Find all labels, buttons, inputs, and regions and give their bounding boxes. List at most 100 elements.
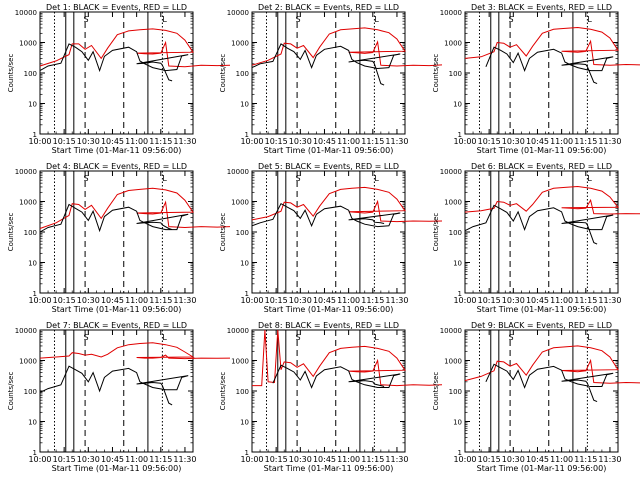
y-tick-label: 10 [453, 101, 462, 109]
y-tick-label: 1 [245, 449, 249, 457]
y-axis-label: Counts/sec [7, 54, 15, 93]
x-tick-label: 11:15 [361, 296, 384, 305]
panel-title: Det 7: BLACK = Events, RED = LLD [46, 321, 187, 330]
x-axis-label: Start Time (01-Mar-11 09:56:00) [264, 305, 394, 314]
y-tick-label: 1 [458, 131, 462, 139]
x-tick-label: 10:15 [265, 455, 288, 464]
marker-letter: L [374, 333, 379, 342]
marker-letter: L [587, 333, 592, 342]
y-tick-label: 10000 [440, 9, 462, 17]
y-tick-label: 1000 [231, 40, 249, 48]
y-tick-label: 10000 [15, 327, 37, 335]
x-tick-label: 11:30 [385, 455, 408, 464]
x-tick-label: 11:00 [550, 296, 573, 305]
panel-title: Det 3: BLACK = Events, RED = LLD [471, 3, 612, 12]
marker-letter: S [295, 174, 300, 183]
y-tick-label: 1000 [444, 358, 462, 366]
y-tick-label: 100 [236, 388, 249, 396]
events-series-line [251, 203, 401, 228]
events-series-line [39, 365, 189, 406]
x-tick-label: 10:00 [453, 137, 476, 146]
detector-panel-8: 1 10 100 1000 10000 10:00 10:15 10:30 10:45 11:00… [219, 321, 443, 473]
y-tick-label: 10 [28, 260, 37, 268]
x-tick-label: 10:00 [240, 296, 263, 305]
x-tick-label: 11:00 [337, 137, 360, 146]
x-tick-label: 11:00 [337, 455, 360, 464]
marker-letter: L [374, 174, 379, 183]
x-tick-label: 11:30 [598, 137, 621, 146]
y-tick-label: 10000 [227, 9, 249, 17]
x-axis-label: Start Time (01-Mar-11 09:56:00) [52, 305, 182, 314]
y-tick-label: 10000 [15, 9, 37, 17]
detector-panel-3: 1 10 100 1000 10000 10:00 10:15 10:30 10:45 11:00… [432, 3, 640, 155]
panel-title: Det 4: BLACK = Events, RED = LLD [46, 162, 187, 171]
events-series-line [464, 204, 614, 245]
x-tick-label: 10:30 [289, 455, 312, 464]
x-tick-label: 10:30 [502, 137, 525, 146]
lld-series-line [252, 329, 443, 387]
x-tick-label: 10:30 [289, 296, 312, 305]
marker-letter: S [508, 15, 513, 24]
marker-letter: L [374, 15, 379, 24]
y-tick-label: 1000 [19, 40, 37, 48]
x-tick-label: 11:30 [173, 296, 196, 305]
events-series-line [485, 363, 614, 403]
x-tick-label: 10:00 [28, 455, 51, 464]
x-tick-label: 10:45 [313, 455, 336, 464]
x-axis-label: Start Time (01-Mar-11 09:56:00) [477, 146, 607, 155]
x-tick-label: 11:15 [149, 296, 172, 305]
x-tick-label: 11:00 [125, 455, 148, 464]
y-tick-label: 1000 [19, 199, 37, 207]
detector-panel-2: 1 10 100 1000 10000 10:00 10:15 10:30 10:45 11:00… [219, 3, 443, 155]
x-tick-label: 11:00 [125, 137, 148, 146]
lld-series-line [464, 185, 640, 215]
y-tick-label: 10000 [15, 168, 37, 176]
x-tick-label: 10:00 [28, 137, 51, 146]
x-tick-label: 11:00 [337, 296, 360, 305]
y-tick-label: 100 [236, 229, 249, 237]
plot-frame [39, 11, 194, 135]
y-tick-label: 10000 [440, 327, 462, 335]
marker-letter: L [587, 15, 592, 24]
x-tick-label: 10:00 [240, 137, 263, 146]
y-tick-label: 1 [458, 449, 462, 457]
x-axis-label: Start Time (01-Mar-11 09:56:00) [477, 305, 607, 314]
y-axis-label: Counts/sec [432, 372, 440, 411]
y-tick-label: 10 [28, 419, 37, 427]
x-axis-label: Start Time (01-Mar-11 09:56:00) [264, 464, 394, 473]
x-tick-label: 10:00 [453, 455, 476, 464]
lld-series-line [39, 187, 231, 229]
x-tick-label: 10:15 [478, 455, 501, 464]
detector-panel-1: 1 10 100 1000 10000 10:00 10:15 10:30 10:45 11:00… [7, 3, 231, 155]
y-axis-label: Counts/sec [219, 54, 227, 93]
y-tick-label: 10 [453, 260, 462, 268]
detector-panel-6: 1 10 100 1000 10000 10:00 10:15 10:30 10:45 11:00… [432, 162, 640, 314]
x-tick-label: 11:15 [149, 455, 172, 464]
x-tick-label: 11:00 [550, 137, 573, 146]
marker-letter: L [162, 174, 167, 183]
events-series-line [272, 364, 401, 389]
plot-frame [251, 11, 406, 135]
y-tick-label: 1 [33, 449, 37, 457]
y-tick-label: 1 [245, 290, 249, 298]
x-tick-label: 10:45 [313, 137, 336, 146]
y-tick-label: 100 [236, 70, 249, 78]
detector-panel-4: 1 10 100 1000 10000 10:00 10:15 10:30 10:45 11:00… [7, 162, 231, 314]
lld-series-line [251, 27, 443, 67]
y-tick-label: 100 [24, 388, 37, 396]
x-tick-label: 10:00 [453, 296, 476, 305]
x-tick-label: 11:15 [574, 296, 597, 305]
x-tick-label: 10:45 [101, 296, 124, 305]
y-tick-label: 10000 [440, 168, 462, 176]
x-tick-label: 10:15 [478, 137, 501, 146]
panel-title: Det 2: BLACK = Events, RED = LLD [258, 3, 399, 12]
y-tick-label: 1 [33, 290, 37, 298]
y-tick-label: 100 [449, 70, 462, 78]
lld-series-line [39, 28, 231, 68]
marker-letter: S [508, 174, 513, 183]
x-tick-label: 11:15 [149, 137, 172, 146]
y-tick-label: 10 [240, 260, 249, 268]
x-tick-label: 10:30 [502, 296, 525, 305]
